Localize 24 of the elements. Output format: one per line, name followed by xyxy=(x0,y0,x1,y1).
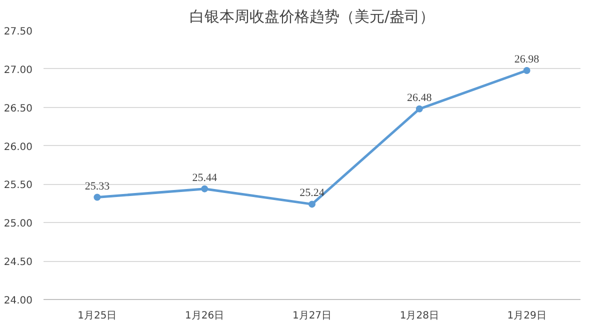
y-tick-label: 27.50 xyxy=(4,26,33,38)
y-tick-label: 25.00 xyxy=(4,218,33,230)
y-tick-label: 26.50 xyxy=(4,103,33,114)
y-tick-label: 27.00 xyxy=(4,64,33,76)
data-label: 25.24 xyxy=(300,187,325,200)
data-label: 25.44 xyxy=(192,172,218,184)
data-label: 26.48 xyxy=(407,92,432,104)
y-tick-label: 25.50 xyxy=(4,180,33,192)
x-tick-label: 1月25日 xyxy=(78,310,117,322)
data-label: 25.33 xyxy=(84,180,110,192)
point xyxy=(201,185,208,192)
y-tick-label: 24.00 xyxy=(4,296,33,306)
x-tick-label: 1月29日 xyxy=(507,310,546,322)
y-tick-label: 26.00 xyxy=(4,142,33,153)
x-tick-label: 1月28日 xyxy=(400,310,439,322)
x-tick-label: 1月26日 xyxy=(185,310,224,322)
x-tick-label: 1月27日 xyxy=(292,310,332,322)
y-tick-label: 24.50 xyxy=(4,257,33,268)
point xyxy=(523,66,530,74)
point xyxy=(94,194,101,201)
point xyxy=(416,105,423,112)
chart-title: 白银本周收盘价格趋势（美元/盎司） xyxy=(189,8,435,26)
point xyxy=(308,200,316,208)
data-label: 26.98 xyxy=(514,53,540,66)
